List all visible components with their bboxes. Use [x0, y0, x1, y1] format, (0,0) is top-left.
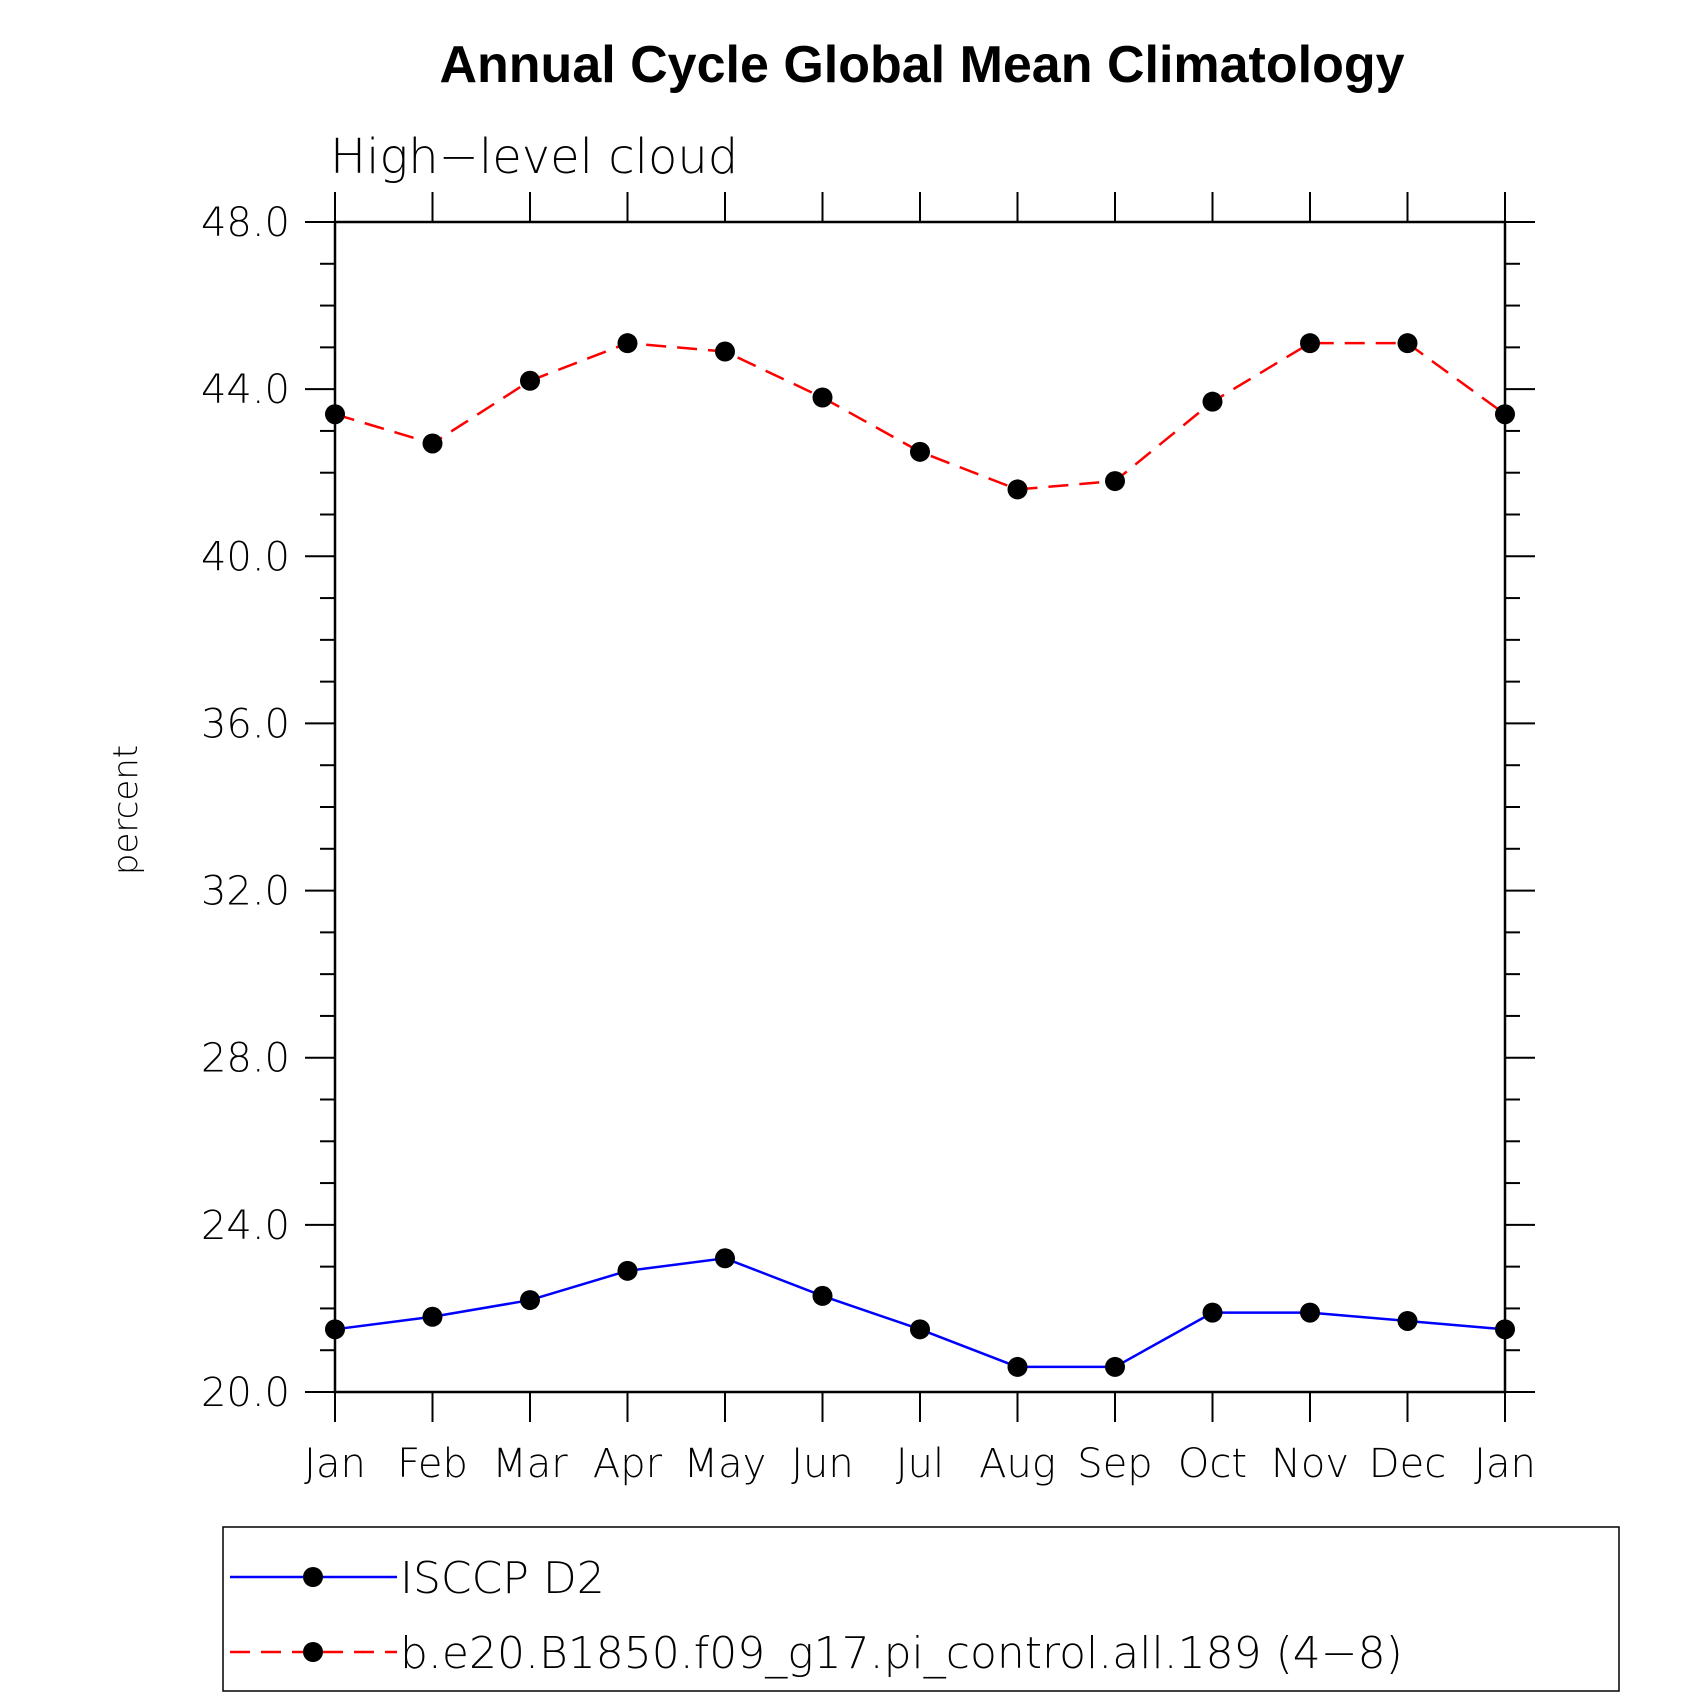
legend-box	[222, 1526, 1620, 1692]
series-1-point	[1397, 1310, 1418, 1331]
x-tick-label: Jul	[896, 1441, 944, 1487]
legend-marker-2	[303, 1642, 323, 1662]
legend-marker-1	[303, 1567, 323, 1587]
series-1-point	[617, 1260, 638, 1281]
axis-ticks	[305, 192, 1535, 1422]
x-tick-label: Apr	[593, 1441, 663, 1487]
x-tick-label: Feb	[397, 1441, 468, 1487]
series-1-point	[715, 1248, 735, 1269]
y-tick-label: 20.0	[201, 1370, 290, 1416]
x-tick-label: Oct	[1178, 1441, 1247, 1487]
series-1-point	[1007, 1356, 1028, 1377]
series-2-point	[910, 441, 930, 462]
y-tick-label: 40.0	[201, 534, 290, 580]
y-tick-labels: 20.0 24.0 28.0 32.0 36.0 40.0 44.0 48.0	[201, 200, 290, 1416]
series-1-point	[1202, 1302, 1223, 1323]
series-2-point	[1495, 404, 1515, 425]
legend-label-1: ISCCP D2	[400, 1553, 605, 1604]
x-tick-label: Aug	[979, 1441, 1056, 1487]
series-1-point	[422, 1306, 443, 1327]
x-tick-label: Nov	[1271, 1441, 1349, 1487]
x-tick-labels: Jan Feb Mar Apr May Jun Jul Aug Sep Oct Nov Dec Jan	[304, 1441, 1536, 1487]
series-line-2	[334, 341, 1506, 491]
series-line-1	[334, 1257, 1506, 1369]
x-tick-label: Sep	[1077, 1441, 1152, 1487]
series-2-point	[1397, 333, 1418, 354]
y-tick-label: 32.0	[201, 869, 290, 915]
chart-title: Annual Cycle Global Mean Climatology	[439, 36, 1404, 94]
series-2-point	[520, 370, 540, 391]
y-tick-label: 48.0	[201, 200, 290, 246]
series-2-point	[812, 387, 833, 408]
x-tick-label: Jun	[791, 1441, 854, 1487]
y-tick-label: 44.0	[201, 367, 290, 413]
series-2-point	[715, 341, 735, 362]
series-1-point	[520, 1290, 540, 1311]
y-tick-label: 36.0	[201, 701, 290, 747]
legend: ISCCP D2 b.e20.B1850.f09_g17.pi_control.a…	[222, 1526, 1620, 1692]
series-1-point	[1105, 1356, 1125, 1377]
x-tick-label: May	[684, 1441, 767, 1487]
series-1-point	[910, 1319, 930, 1340]
y-tick-label: 28.0	[201, 1036, 290, 1082]
series-1-point	[325, 1319, 345, 1340]
series-1-point	[1300, 1302, 1320, 1323]
series-2-point	[325, 404, 345, 425]
series-2-point	[422, 433, 443, 454]
series-2-point	[1202, 391, 1223, 412]
y-tick-label: 24.0	[201, 1203, 290, 1249]
legend-label-2: b.e20.B1850.f09_g17.pi_control.all.189 (…	[400, 1628, 1403, 1679]
plot-frame	[333, 220, 1507, 1394]
series-2-point	[1007, 479, 1028, 500]
y-axis-label: percent	[106, 745, 146, 875]
series-layer	[325, 333, 1515, 1377]
x-tick-label: Dec	[1369, 1441, 1446, 1487]
x-tick-label: Jan	[304, 1441, 366, 1487]
series-2-point	[617, 333, 638, 354]
x-tick-label: Jan	[1474, 1441, 1536, 1487]
legend-items: ISCCP D2 b.e20.B1850.f09_g17.pi_control.a…	[230, 1553, 1403, 1679]
x-tick-label: Mar	[492, 1441, 568, 1487]
series-2-point	[1105, 471, 1125, 492]
series-2-point	[1300, 333, 1320, 354]
series-1-point	[1495, 1319, 1515, 1340]
chart-subtitle: High−level cloud	[330, 129, 738, 185]
series-1-point	[812, 1285, 833, 1306]
